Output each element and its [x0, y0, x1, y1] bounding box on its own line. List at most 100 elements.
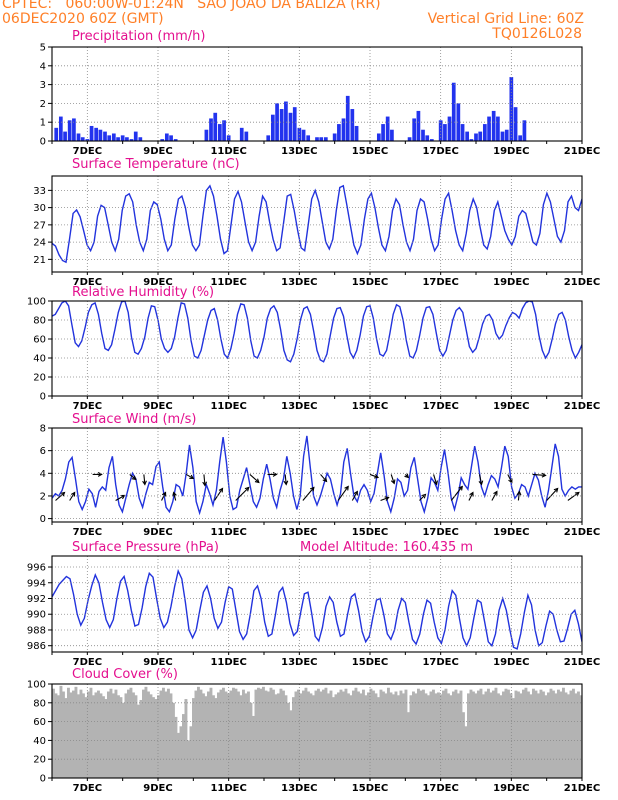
wind-vector-arrow — [532, 472, 547, 478]
cloud-column — [164, 691, 168, 778]
press-ytick-label: 996 — [27, 563, 46, 574]
precip-bar — [164, 133, 169, 141]
cloud-column — [362, 689, 365, 778]
wind-arrow-shaft — [185, 473, 194, 479]
cloud-column — [257, 687, 260, 778]
cloud-column — [399, 690, 403, 778]
cloud-column — [59, 685, 63, 778]
cloud-column — [197, 686, 200, 778]
wind-vector-arrow — [468, 491, 474, 501]
temp-date-label: 9DEC — [143, 277, 172, 288]
cloud-column — [522, 689, 525, 778]
precip-bar — [160, 139, 165, 141]
temp-ytick-label: 27 — [33, 220, 46, 231]
wind-vector-arrow — [92, 472, 103, 477]
precip-bar — [94, 127, 99, 141]
cloud-column — [269, 687, 273, 778]
cloud-column — [149, 694, 153, 778]
wind-frame — [51, 427, 583, 523]
cloud-column — [239, 695, 243, 778]
wind-arrow-shaft — [433, 474, 438, 485]
cloud-column — [449, 695, 453, 778]
wind-arrow-head — [384, 496, 390, 501]
cloud-column — [97, 690, 100, 778]
precip-bar — [465, 131, 470, 141]
cloud-column — [562, 687, 565, 778]
cloud-column — [549, 688, 553, 778]
wind-vector-arrow — [404, 473, 410, 479]
wind-arrow-shaft — [115, 495, 125, 501]
temp-ytick-label: 21 — [33, 255, 46, 266]
temp-date-label: 19DEC — [493, 277, 529, 288]
cloud-column — [99, 693, 103, 778]
precip-title: Precipitation (mm/h) — [72, 29, 205, 44]
precip-bar — [288, 112, 293, 141]
precip-bar — [421, 129, 425, 141]
cloud-column — [294, 691, 298, 778]
wind-arrow-head — [254, 478, 260, 484]
cloud-column — [147, 691, 150, 778]
cloud-column — [139, 699, 143, 778]
wind-vector-arrow — [115, 494, 126, 501]
cloud-column — [237, 691, 240, 778]
precip-bar — [89, 125, 94, 141]
wind-vector-arrow — [516, 490, 522, 501]
rh-ytick-label: 20 — [33, 373, 46, 384]
temp-ytick-label: 30 — [33, 203, 46, 214]
precip-ytick-label: 5 — [40, 43, 46, 54]
cloud-column — [334, 694, 338, 778]
press-date-label: 19DEC — [493, 657, 529, 668]
press-ytick-label: 990 — [27, 610, 46, 621]
wind-arrow-shaft — [284, 474, 287, 485]
press-ytick-label: 988 — [27, 625, 46, 636]
precip-bar — [63, 131, 67, 141]
wind-arrow-head — [283, 480, 289, 486]
precip-bar — [72, 118, 76, 141]
wind-arrow-head — [458, 485, 463, 491]
wind-title: Surface Wind (m/s) — [72, 412, 196, 427]
cloud-column — [122, 702, 125, 778]
wind-arrow-shaft — [337, 486, 349, 501]
cloud-column — [252, 715, 255, 778]
precip-plot-area — [54, 77, 527, 141]
wind-ytick-label: 6 — [40, 446, 46, 457]
cloud-column — [102, 696, 105, 778]
cloud-column — [62, 691, 65, 778]
precip-bar — [173, 139, 178, 141]
wind-vector-arrow — [55, 491, 66, 501]
precip-ytick-label: 0 — [40, 137, 46, 148]
cloud-column — [119, 697, 123, 778]
wind-plot-area — [52, 435, 582, 516]
wind-arrow-head — [189, 474, 195, 480]
wind-arrow-head — [131, 475, 137, 481]
wind-vector-arrow — [380, 496, 390, 501]
cloud-column — [427, 695, 430, 778]
cloud-column — [94, 692, 98, 778]
cloud-column — [567, 694, 570, 778]
wind-arrow-shaft — [419, 494, 426, 501]
cloud-column — [167, 688, 170, 778]
cloud-column — [77, 694, 80, 778]
cloud-column — [272, 689, 275, 778]
precip-bar — [133, 131, 138, 141]
cloud-column — [87, 691, 90, 778]
precip-ytick-label: 1 — [40, 118, 46, 129]
cloud-column — [319, 691, 323, 778]
rh-date-label: 17DEC — [422, 401, 458, 412]
cloud-date-label: 15DEC — [352, 783, 388, 794]
cloud-column — [177, 732, 180, 778]
cloud-column — [114, 689, 118, 778]
cloud-column — [467, 693, 470, 778]
header-model-code: TQ0126L028 — [492, 26, 582, 42]
cloud-column — [142, 689, 145, 778]
rh-panel: 0 20 40 60 80 100 7DEC 9DEC 11DEC 13DEC 15DEC 17DEC… — [27, 285, 600, 412]
rh-date-label: 19DEC — [493, 401, 529, 412]
wind-arrow-head — [421, 493, 427, 499]
cloud-column — [492, 690, 495, 778]
cloud-column — [352, 690, 355, 778]
wind-arrow-head — [309, 486, 315, 492]
cloud-column — [382, 691, 385, 778]
precip-bar — [443, 124, 447, 141]
rh-series-line — [52, 301, 582, 363]
rh-date-label: 15DEC — [352, 401, 388, 412]
